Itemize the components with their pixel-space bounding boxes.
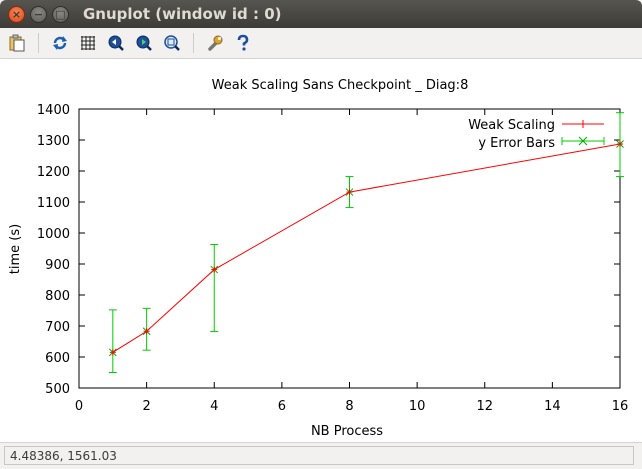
x-tick-label: 8 — [345, 399, 353, 414]
axis-ticks: 0 2 4 6 8 10 12 14 16 500 600 700 800 900 1000 1100 1200… — [37, 103, 628, 414]
minimize-icon: − — [33, 7, 44, 21]
window-title: Gnuplot (window id : 0) — [83, 5, 282, 23]
x-tick-label: 10 — [409, 399, 426, 414]
help-button[interactable] — [232, 32, 254, 54]
close-icon: × — [11, 7, 22, 21]
y-axis-label: time (s) — [8, 224, 23, 274]
zoom-prev-icon — [108, 35, 124, 51]
x-tick-label: 16 — [612, 399, 629, 414]
statusbar: 4.48386, 1561.03 — [0, 442, 642, 469]
legend: Weak Scaling y Error Bars — [468, 118, 605, 151]
x-tick-label: 0 — [75, 399, 83, 414]
y-tick-label: 1400 — [37, 103, 70, 118]
maximize-icon: □ — [55, 7, 66, 21]
zoom-next-button[interactable] — [133, 32, 155, 54]
chart-title: Weak Scaling Sans Checkpoint _ Diag:8 — [212, 78, 469, 93]
x-tick-label: 4 — [210, 399, 218, 414]
x-tick-label: 2 — [142, 399, 150, 414]
y-tick-label: 800 — [45, 289, 70, 304]
copy-clipboard-button[interactable] — [6, 32, 28, 54]
chart: Weak Scaling Sans Checkpoint _ Diag:8 ti… — [8, 78, 628, 439]
grid-button[interactable] — [77, 32, 99, 54]
y-tick-label: 1200 — [37, 165, 70, 180]
y-tick-label: 600 — [45, 351, 70, 366]
window-controls: × − □ — [8, 5, 69, 23]
grid-icon — [81, 36, 95, 50]
data-point-weak-scaling — [211, 266, 218, 273]
y-tick-label: 900 — [45, 258, 70, 273]
data-point-weak-scaling — [346, 189, 353, 196]
autoscale-icon — [164, 35, 180, 51]
plot-area[interactable]: Weak Scaling Sans Checkpoint _ Diag:8 ti… — [0, 59, 642, 442]
y-tick-label: 1000 — [37, 227, 70, 242]
toolbar-separator — [193, 33, 194, 53]
x-tick-label: 12 — [476, 399, 493, 414]
y-tick-label: 1300 — [37, 134, 70, 149]
toolbar-separator — [38, 33, 39, 53]
data-point-weak-scaling — [109, 349, 116, 356]
mouse-coordinates: 4.48386, 1561.03 — [4, 446, 634, 465]
x-axis-label: NB Process — [311, 424, 383, 439]
series-line-weak-scaling — [112, 143, 621, 353]
help-icon — [237, 34, 249, 51]
zoom-next-icon — [136, 35, 152, 51]
zoom-prev-button[interactable] — [105, 32, 127, 54]
copy-clipboard-icon — [9, 34, 25, 52]
window-titlebar: × − □ Gnuplot (window id : 0) — [0, 0, 642, 28]
replot-icon — [53, 36, 67, 50]
autoscale-button[interactable] — [161, 32, 183, 54]
replot-button[interactable] — [49, 32, 71, 54]
legend-label-y-error-bars: y Error Bars — [478, 136, 555, 151]
y-tick-label: 700 — [45, 320, 70, 335]
legend-swatch-error-marker — [578, 136, 588, 146]
y-tick-label: 1100 — [37, 196, 70, 211]
legend-label-weak-scaling: Weak Scaling — [468, 118, 555, 133]
data-point-weak-scaling — [143, 328, 150, 335]
close-button[interactable]: × — [8, 5, 25, 23]
toolbar — [0, 28, 642, 59]
x-tick-label: 14 — [544, 399, 561, 414]
y-tick-label: 500 — [45, 382, 70, 397]
options-button[interactable] — [204, 32, 226, 54]
x-tick-label: 6 — [278, 399, 286, 414]
maximize-button[interactable]: □ — [52, 5, 69, 23]
series-layer — [108, 112, 624, 373]
minimize-button[interactable]: − — [30, 5, 47, 23]
data-point-weak-scaling — [617, 141, 623, 148]
options-wrench-icon — [208, 35, 223, 51]
